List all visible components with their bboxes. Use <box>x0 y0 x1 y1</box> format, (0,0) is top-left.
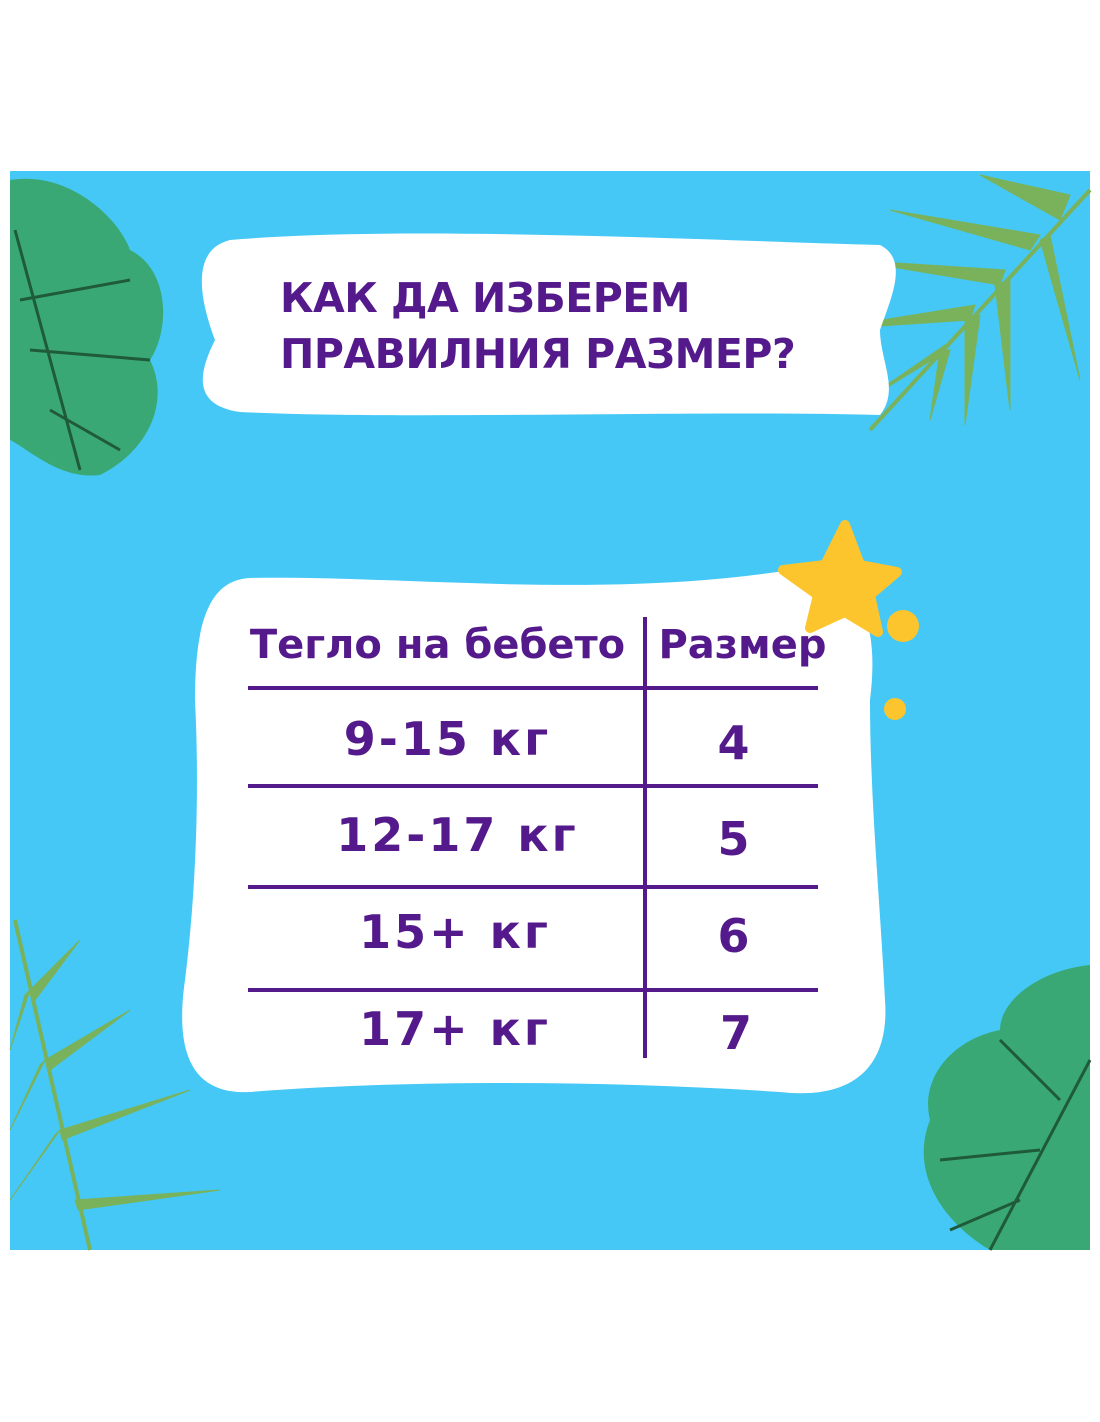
table-grid <box>248 617 818 1058</box>
row-4-size: 7 <box>719 1006 755 1060</box>
row-2-weight: 12-17 кг <box>336 808 579 862</box>
title-bubble <box>201 233 896 416</box>
row-2-size: 5 <box>717 812 753 866</box>
monstera-leaf-top-left-icon <box>10 178 164 476</box>
row-1-weight: 9-15 кг <box>343 712 552 766</box>
star-icon <box>778 520 919 720</box>
row-3-weight: 15+ кг <box>359 905 551 959</box>
row-4-weight: 17+ кг <box>359 1002 551 1056</box>
header-size: Размер <box>658 622 827 668</box>
page-title: КАК ДА ИЗБЕРЕМ ПРАВИЛНИЯ РАЗМЕР? <box>280 270 796 382</box>
row-1-size: 4 <box>717 716 753 770</box>
table-bubble <box>182 570 886 1094</box>
header-weight: Тегло на бебето <box>249 622 626 668</box>
title-line-1: КАК ДА ИЗБЕРЕМ <box>280 274 691 322</box>
title-line-2: ПРАВИЛНИЯ РАЗМЕР? <box>280 330 796 378</box>
row-3-size: 6 <box>717 909 753 963</box>
palm-leaf-bottom-left-icon <box>9 919 221 1251</box>
monstera-leaf-bottom-right-icon <box>923 965 1092 1251</box>
palm-leaf-top-right-icon <box>819 174 1092 432</box>
